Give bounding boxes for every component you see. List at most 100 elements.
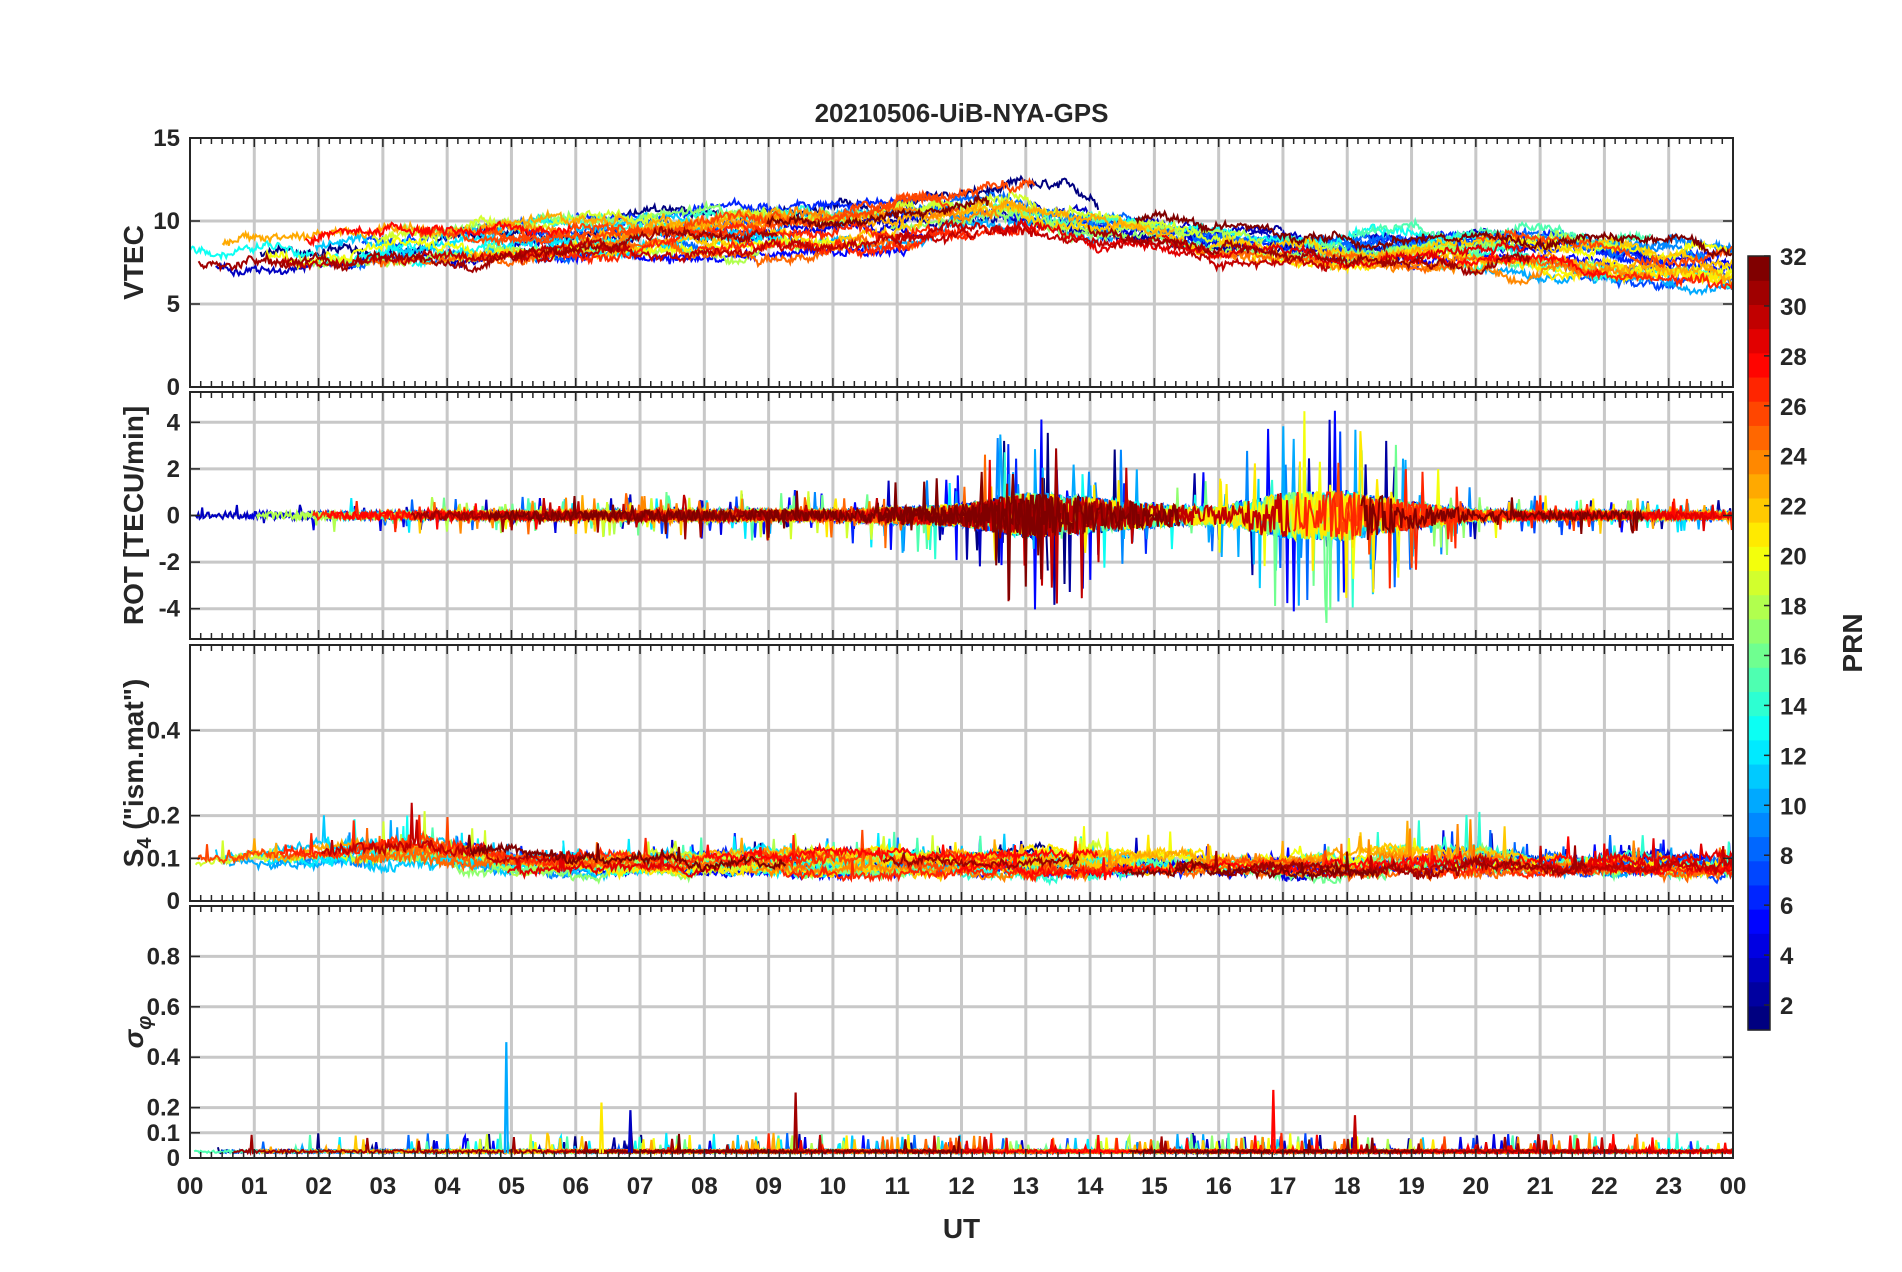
spike-prn-3 [627, 1110, 633, 1153]
series-prn-22 [1219, 233, 1733, 272]
spike-prn-30 [1352, 1115, 1358, 1154]
series-prn-32 [1360, 494, 1645, 541]
panel-s4-ytick-label: 0.4 [147, 717, 181, 744]
panel-vtec-ytick-label: 10 [153, 208, 180, 235]
colorbar-swatch [1748, 328, 1770, 354]
colorbar-tick-label: 4 [1780, 943, 1794, 970]
panel-sigma_phi: 0.8 0.6 0.4 0.20.10 σφ [118, 905, 1734, 1172]
spike-prn-10 [503, 1042, 509, 1153]
colorbar-swatch [1748, 884, 1770, 910]
colorbar-swatch [1748, 304, 1770, 330]
series-prn-29 [1588, 838, 1733, 868]
x-tick-label: 21 [1527, 1173, 1554, 1200]
series-prn-32 [579, 1132, 961, 1156]
colorbar-tick-label: 22 [1780, 494, 1807, 521]
series-prn-29 [992, 218, 1212, 258]
colorbar: 32 30 28 26 24 22 20 18 16 14 12 10 8 6 4 2 PRN [1747, 244, 1868, 1031]
panel-vtec-ytick-label: 0 [167, 374, 180, 401]
x-tick-label: 13 [1012, 1173, 1039, 1200]
colorbar-swatch [1748, 739, 1770, 765]
colorbar-swatch [1748, 691, 1770, 717]
series-prn-28 [1403, 248, 1606, 278]
series-prn-30 [320, 802, 585, 867]
x-tick-label: 22 [1591, 1173, 1618, 1200]
chart-title: 20210506-UiB-NYA-GPS [815, 98, 1109, 128]
colorbar-tick-label: 32 [1780, 244, 1807, 271]
colorbar-swatch [1748, 473, 1770, 499]
series-prn-32 [881, 471, 1181, 556]
colorbar-swatch [1748, 836, 1770, 862]
panel-s4-ytick-label: 0 [167, 888, 180, 915]
series-prn-26 [1475, 228, 1733, 269]
panel-sigma_phi-series [193, 1042, 1733, 1157]
x-tick-label: 02 [305, 1173, 332, 1200]
colorbar-swatch [1748, 1005, 1770, 1031]
colorbar-swatch [1748, 594, 1770, 620]
series-prn-29 [1161, 234, 1527, 271]
panel-sigma_phi-ytick-label: 0.1 [147, 1120, 180, 1147]
series-prn-28 [704, 840, 1099, 867]
panel-rot-ytick-label: -4 [159, 596, 181, 623]
colorbar-swatch [1748, 909, 1770, 934]
panel-s4-series [194, 802, 1733, 887]
colorbar-swatch [1748, 570, 1770, 596]
colorbar-tick-label: 2 [1780, 993, 1793, 1020]
spike-prn-31 [793, 1092, 799, 1153]
x-tick-label: 08 [691, 1173, 718, 1200]
x-tick-label: 07 [627, 1173, 654, 1200]
x-tick-label: 18 [1334, 1173, 1361, 1200]
x-tick-label: 14 [1077, 1173, 1104, 1200]
colorbar-swatch [1748, 376, 1770, 402]
colorbar-swatch [1748, 763, 1770, 789]
colorbar-tick-label: 6 [1780, 893, 1793, 920]
colorbar-tick-label: 26 [1780, 394, 1807, 421]
x-tick-label: 23 [1655, 1173, 1682, 1200]
x-tick-label: 00 [1720, 1173, 1747, 1200]
x-tick-label: 20 [1462, 1173, 1489, 1200]
colorbar-swatch [1748, 280, 1770, 305]
colorbar-ticks: 32 30 28 26 24 22 20 18 16 14 12 10 8 6 4 2 [1764, 244, 1807, 1020]
x-axis-title: UT [943, 1213, 980, 1244]
x-tick-label: 04 [434, 1173, 461, 1200]
panel-s4-ytick-label: 0.1 [147, 845, 180, 872]
panel-rot: 4 2 0 -2 -4 ROT [TECU/min] [118, 391, 1734, 640]
colorbar-tick-label: 20 [1780, 544, 1807, 571]
colorbar-swatch [1748, 618, 1770, 644]
series-prn-32 [464, 834, 787, 873]
colorbar-swatch [1748, 522, 1770, 547]
series-prn-30 [278, 234, 631, 271]
panel-rot-ylabel: ROT [TECU/min] [118, 406, 149, 625]
x-tick-label: 03 [370, 1173, 397, 1200]
series-prn-32 [1134, 208, 1733, 260]
colorbar-tick-label: 30 [1780, 294, 1807, 321]
series-prn-30 [891, 218, 1331, 273]
colorbar-tick-label: 14 [1780, 693, 1807, 720]
x-tick-label: 09 [755, 1173, 782, 1200]
panel-rot-ytick-label: 2 [167, 456, 180, 483]
colorbar-tick-label: 12 [1780, 743, 1807, 770]
colorbar-tick-label: 28 [1780, 344, 1807, 371]
x-tick-label: 00 [177, 1173, 204, 1200]
colorbar-swatch [1748, 981, 1770, 1007]
series-prn-28 [326, 503, 580, 530]
series-prn-31 [1087, 224, 1531, 277]
colorbar-tick-label: 16 [1780, 643, 1807, 670]
colorbar-swatch [1748, 667, 1770, 692]
series-prn-25 [1195, 247, 1599, 279]
series-prn-30 [514, 228, 979, 267]
x-tick-label: 17 [1270, 1173, 1297, 1200]
panel-vtec-ytick-label: 15 [153, 125, 180, 152]
series-prn-32 [487, 473, 1062, 600]
colorbar-swatch [1748, 256, 1770, 281]
colorbar-swatch [1748, 497, 1770, 523]
colorbar-swatch [1748, 352, 1770, 378]
series-prn-31 [197, 225, 779, 274]
colorbar-label: PRN [1837, 613, 1868, 672]
series-prn-31 [882, 852, 1080, 870]
panel-s4-ytick-label: 0.2 [147, 803, 180, 830]
panel-rot-series [194, 410, 1733, 623]
panel-vtec: 15 10 5 0 VTEC [118, 125, 1734, 401]
x-tick-label: 15 [1141, 1173, 1168, 1200]
panel-sigma_phi-ytick-label: 0 [167, 1145, 180, 1172]
